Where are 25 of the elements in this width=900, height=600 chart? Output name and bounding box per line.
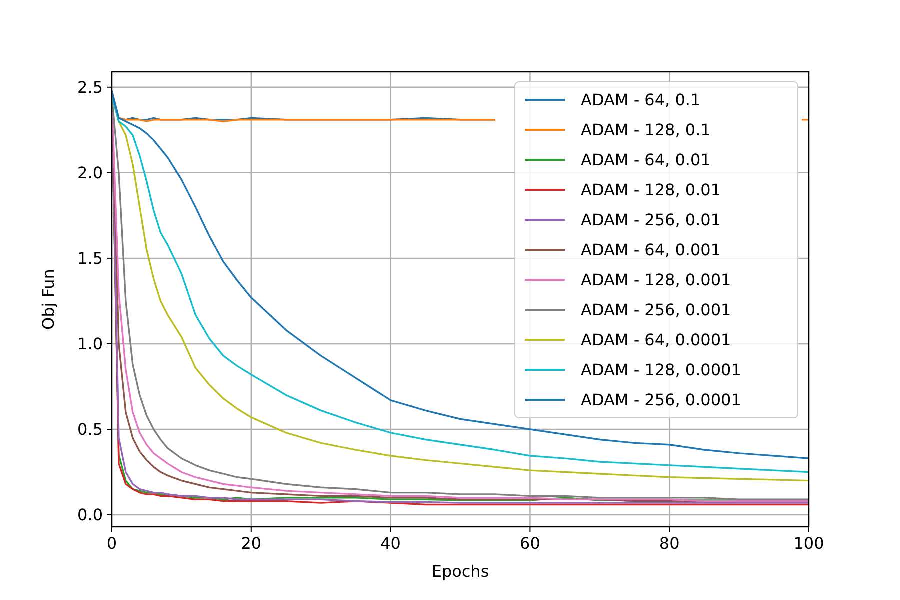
legend-label: ADAM - 256, 0.0001 — [581, 390, 742, 410]
x-tick-label: 80 — [659, 534, 680, 553]
x-axis-title: Epochs — [432, 562, 490, 581]
y-tick-label: 0.5 — [78, 420, 103, 440]
y-tick-label: 1.0 — [78, 334, 103, 354]
legend-label: ADAM - 64, 0.01 — [581, 150, 711, 170]
legend-label: ADAM - 256, 0.001 — [581, 300, 732, 320]
legend-label: ADAM - 128, 0.01 — [581, 180, 722, 200]
x-tick-label: 60 — [520, 534, 540, 553]
y-tick-label: 0.0 — [78, 506, 103, 525]
x-tick-label: 0 — [106, 534, 118, 553]
x-tick-label: 40 — [380, 534, 401, 553]
legend-label: ADAM - 64, 0.1 — [581, 90, 701, 110]
x-tick-label: 100 — [794, 534, 824, 553]
legend-label: ADAM - 128, 0.1 — [581, 120, 711, 140]
legend-label: ADAM - 128, 0.001 — [581, 270, 732, 290]
y-tick-label: 1.5 — [78, 249, 103, 268]
y-axis-title: Obj Fun — [39, 269, 58, 330]
legend-label: ADAM - 128, 0.0001 — [581, 360, 742, 380]
legend-label: ADAM - 64, 0.0001 — [581, 330, 732, 350]
y-tick-label: 2.5 — [78, 78, 103, 97]
x-tick-label: 20 — [241, 534, 262, 553]
legend-label: ADAM - 256, 0.01 — [581, 210, 722, 230]
legend-label: ADAM - 64, 0.001 — [581, 240, 722, 260]
y-tick-label: 2.0 — [78, 164, 103, 183]
